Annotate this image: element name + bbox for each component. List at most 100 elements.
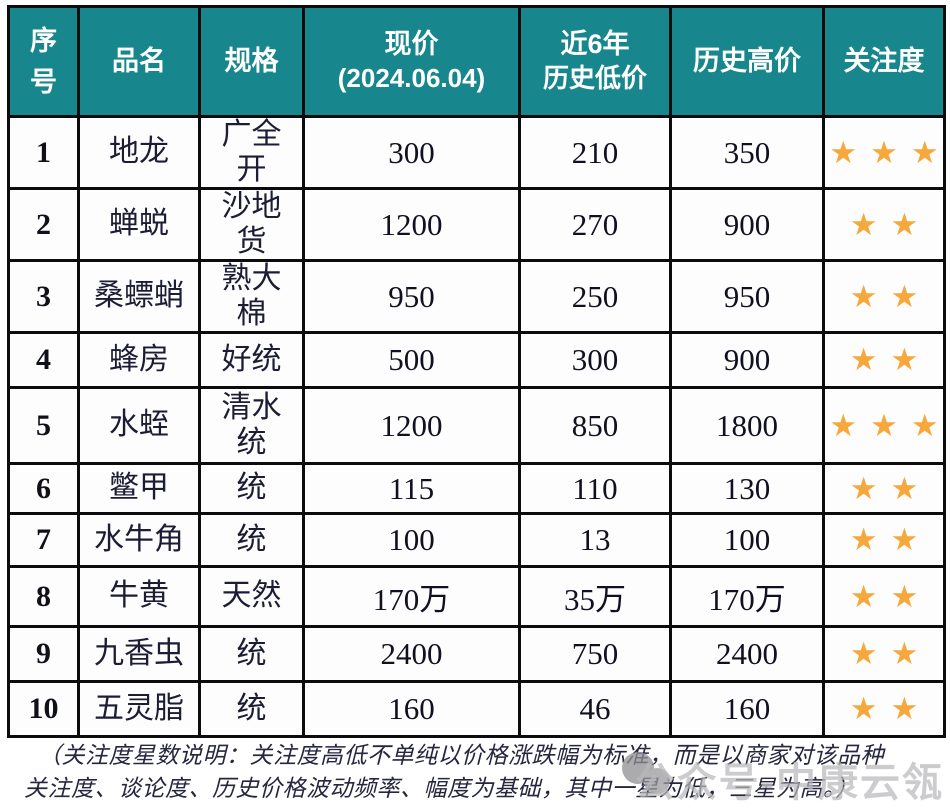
cell-high-price: 2400 <box>669 625 825 683</box>
col-header-subline: (2024.06.04) <box>337 63 486 94</box>
col-header-label: 关注度 <box>843 45 925 76</box>
cell-name: 桑螵蛸 <box>77 259 201 334</box>
col-header-current: 现价 (2024.06.04) <box>302 5 521 118</box>
table-row: 2 蝉蜕 沙地货 1200 270 900 ★★ <box>7 187 946 262</box>
cell-current-price: 170万 <box>302 565 521 628</box>
star-rating-icon: ★★ <box>849 470 932 507</box>
cell-high-price: 900 <box>669 331 825 389</box>
cell-stars: ★★ <box>822 625 946 683</box>
cell-spec: 天然 <box>198 565 305 628</box>
cell-spec: 沙地货 <box>198 187 305 262</box>
cell-index: 1 <box>7 115 80 190</box>
star-rating-icon: ★★ <box>849 342 932 378</box>
col-header-low: 近6年 历史低价 <box>518 5 672 118</box>
cell-name: 蝉蜕 <box>77 187 201 262</box>
cell-index: 6 <box>7 462 80 515</box>
table-row: 3 桑螵蛸 熟大棉 950 250 950 ★★ <box>7 259 946 334</box>
cell-stars: ★★ <box>822 565 946 628</box>
cell-spec: 统 <box>198 680 305 738</box>
cell-low-price: 300 <box>518 331 672 389</box>
col-header-label: 现价 <box>384 29 439 60</box>
cell-low-price: 46 <box>518 680 672 738</box>
table-body: 1 地龙 广全开 300 210 350 ★★★ 2 蝉蜕 沙地货 1200 270 900 ★★ 3 桑螵蛸… <box>7 115 946 738</box>
cell-stars: ★★ <box>822 462 946 515</box>
table-row: 7 水牛角统 100 13 100 ★★ <box>7 512 946 568</box>
cell-name: 鳖甲 <box>77 462 201 515</box>
cell-name: 水牛角 <box>77 512 201 568</box>
cell-high-price: 160 <box>669 680 825 738</box>
cell-low-price: 13 <box>518 512 672 568</box>
cell-low-price: 270 <box>518 187 672 262</box>
cell-spec: 熟大棉 <box>198 259 305 334</box>
table-row: 6 鳖甲统 115 110 130 ★★ <box>7 462 946 515</box>
cell-index: 10 <box>7 680 80 738</box>
cell-name: 水蛭 <box>77 386 201 465</box>
star-rating-icon: ★★★ <box>829 134 950 171</box>
cell-spec: 清水统 <box>198 386 305 465</box>
cell-spec: 统 <box>198 625 305 683</box>
cell-high-price: 350 <box>669 115 825 190</box>
watermark-logo-icon <box>622 752 678 798</box>
cell-high-price: 170万 <box>669 565 825 628</box>
cell-index: 5 <box>7 386 80 465</box>
cell-high-price: 1800 <box>669 386 825 465</box>
footnote-line-1: （关注度星数说明：关注度高低不单纯以价格涨跌幅为标准，而是以商家对该品种 <box>38 743 884 768</box>
table-row: 10 五灵脂统 160 46 160 ★★ <box>7 680 946 738</box>
cell-spec: 统 <box>198 512 305 568</box>
footnote: （关注度星数说明：关注度高低不单纯以价格涨跌幅为标准，而是以商家对该品种 关注度… <box>24 740 928 805</box>
star-rating-icon: ★★ <box>849 691 932 727</box>
cell-stars: ★★ <box>822 331 946 389</box>
cell-index: 2 <box>7 187 80 262</box>
cell-current-price: 500 <box>302 331 521 389</box>
cell-spec: 广全开 <box>198 115 305 190</box>
cell-name: 九香虫 <box>77 625 201 683</box>
cell-name: 五灵脂 <box>77 680 201 738</box>
col-header-name: 品名 <box>77 5 201 118</box>
cell-spec: 统 <box>198 462 305 515</box>
col-header-num: 序号 <box>7 5 80 118</box>
cell-index: 9 <box>7 625 80 683</box>
cell-low-price: 35万 <box>518 565 672 628</box>
star-rating-icon: ★★ <box>849 578 932 615</box>
col-header-subline: 历史低价 <box>542 63 647 94</box>
cell-high-price: 950 <box>669 259 825 334</box>
cell-index: 7 <box>7 512 80 568</box>
cell-low-price: 210 <box>518 115 672 190</box>
cell-index: 8 <box>7 565 80 628</box>
table-row: 1 地龙 广全开 300 210 350 ★★★ <box>7 115 946 190</box>
cell-spec: 好统 <box>198 331 305 389</box>
cell-current-price: 100 <box>302 512 521 568</box>
cell-stars: ★★★ <box>822 386 946 465</box>
cell-index: 4 <box>7 331 80 389</box>
star-rating-icon: ★★ <box>849 206 932 243</box>
cell-current-price: 1200 <box>302 187 521 262</box>
star-rating-icon: ★★★ <box>829 407 950 444</box>
header-row: 序号 品名 规格 现价 (2024.06.04) 近6年 历史低价 历史高价 关注度 <box>7 5 946 118</box>
cell-low-price: 250 <box>518 259 672 334</box>
col-header-label: 序号 <box>29 26 57 97</box>
col-header-label: 近6年 <box>560 29 630 60</box>
cell-current-price: 950 <box>302 259 521 334</box>
cell-stars: ★★ <box>822 259 946 334</box>
star-rating-icon: ★★ <box>849 636 932 672</box>
watermark: 公众号-中康云瓴 <box>634 761 944 805</box>
footnote-line-2: 关注度、谈论度、历史价格波动频率、幅度为基础，其中一星为低，三星为高。） <box>24 775 859 801</box>
cell-name: 地龙 <box>77 115 201 190</box>
cell-current-price: 115 <box>302 462 521 515</box>
cell-name: 蜂房 <box>77 331 201 389</box>
price-table: 序号 品名 规格 现价 (2024.06.04) 近6年 历史低价 历史高价 关注度 1 地龙 广全… <box>7 5 946 738</box>
cell-stars: ★★ <box>822 187 946 262</box>
cell-stars: ★★ <box>822 512 946 568</box>
cell-low-price: 850 <box>518 386 672 465</box>
table-row: 9 九香虫统 2400 750 2400 ★★ <box>7 625 946 683</box>
cell-current-price: 300 <box>302 115 521 190</box>
cell-stars: ★★ <box>822 680 946 738</box>
star-rating-icon: ★★ <box>849 522 932 558</box>
cell-high-price: 900 <box>669 187 825 262</box>
cell-high-price: 130 <box>669 462 825 515</box>
col-header-label: 规格 <box>224 45 279 76</box>
cell-current-price: 2400 <box>302 625 521 683</box>
table-row: 8 牛黄 天然 170万 35万 170万 ★★ <box>7 565 946 628</box>
cell-stars: ★★★ <box>822 115 946 190</box>
